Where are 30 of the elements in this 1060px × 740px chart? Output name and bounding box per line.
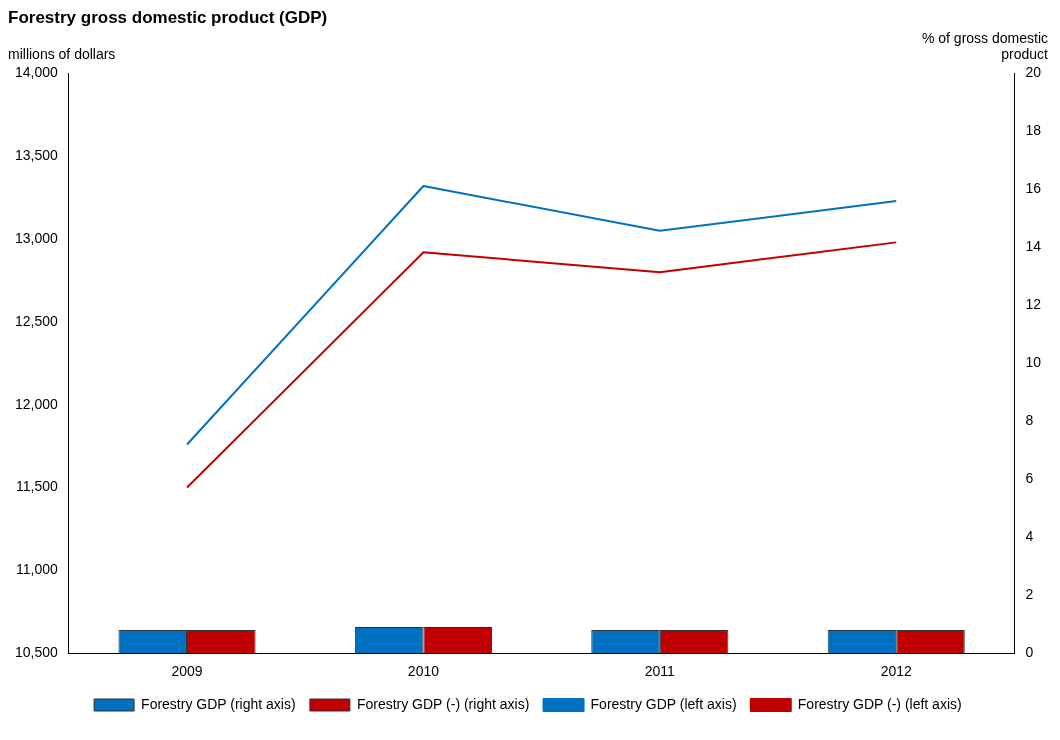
- y2-tick-label: 18: [1025, 122, 1042, 139]
- legend-label: Forestry GDP (-) (left axis): [797, 695, 962, 712]
- y-tick-label: 12,000: [14, 395, 59, 412]
- y2-tick-label: 20: [1025, 64, 1042, 81]
- chart-title: Forestry gross domestic product (GDP): [8, 8, 329, 28]
- y2-tick-label: 4: [1025, 528, 1034, 545]
- y-axis-title: millions of dollars: [8, 46, 116, 62]
- x-tick-label: 2010: [407, 663, 440, 680]
- y-tick-label: 14,000: [14, 64, 59, 81]
- x-tick-label: 2011: [644, 663, 676, 680]
- y-tick-label: 11,000: [16, 561, 59, 578]
- y2-tick-label: 16: [1025, 180, 1042, 197]
- y2-tick-label: 6: [1025, 470, 1034, 487]
- y2-tick-label: 0: [1025, 644, 1034, 661]
- y2-tick-label: 8: [1025, 412, 1034, 429]
- y2-tick-label: 12: [1025, 296, 1042, 313]
- y2-tick-label: 10: [1025, 354, 1042, 371]
- y2-tick-label: 14: [1025, 238, 1042, 255]
- y-tick-label: 11,500: [16, 478, 59, 495]
- x-tick-label: 2012: [880, 663, 913, 680]
- y-tick-label: 10,500: [14, 644, 59, 661]
- y-tick-label: 12,500: [14, 312, 59, 329]
- legend-label: Forestry GDP (right axis): [141, 695, 296, 712]
- y-tick-label: 13,500: [14, 147, 59, 164]
- legend-label: Forestry GDP (-) (right axis): [356, 695, 530, 712]
- legend-label: Forestry GDP (left axis): [590, 695, 737, 712]
- x-tick-label: 2009: [171, 663, 203, 680]
- y2-tick-label: 2: [1025, 586, 1034, 603]
- y2-axis-title: % of gross domestic product: [920, 30, 1048, 62]
- y-tick-label: 13,000: [14, 229, 59, 246]
